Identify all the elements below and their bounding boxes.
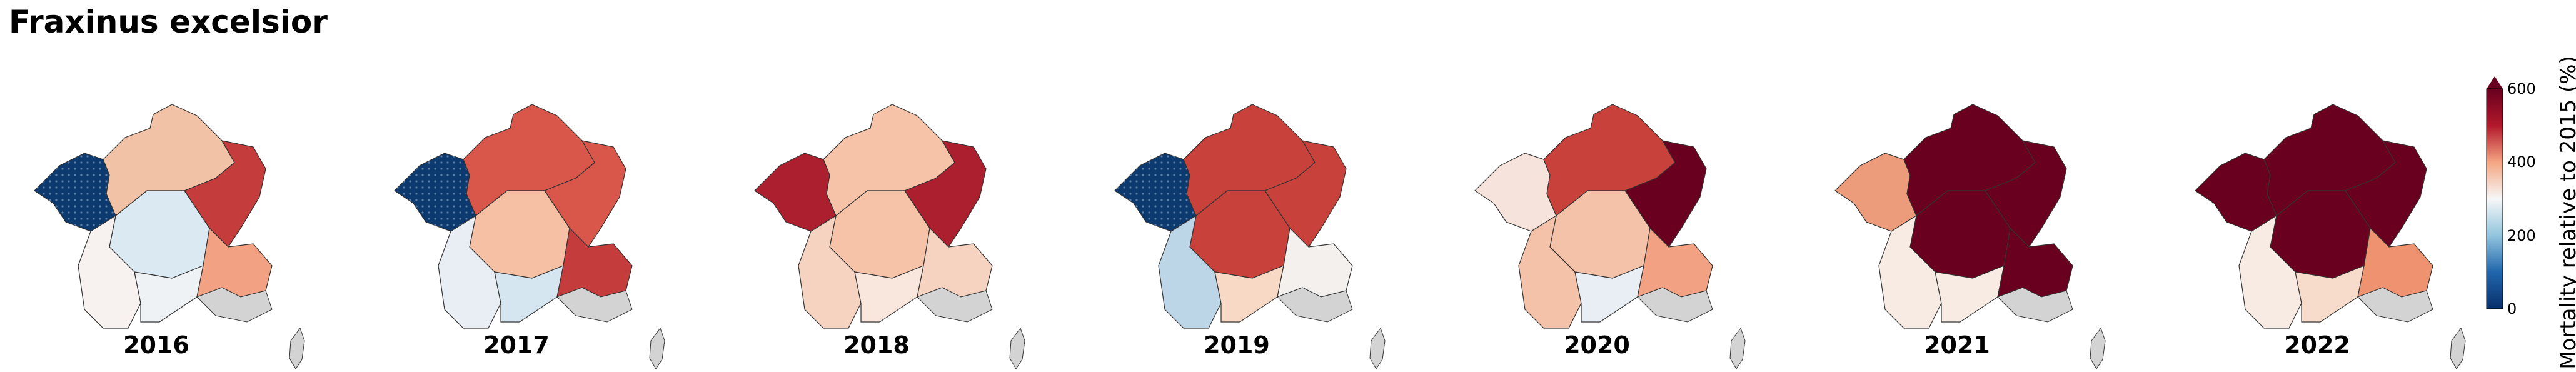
region-sw <box>438 214 501 329</box>
map-2022 <box>2195 104 2466 369</box>
colorbar-tick: 200 <box>2507 226 2536 244</box>
region-alps <box>917 227 993 298</box>
region-se <box>854 265 924 323</box>
region-alps <box>1997 227 2073 298</box>
year-label: 2022 <box>2284 331 2350 359</box>
region-sw <box>2238 214 2302 329</box>
corsica <box>1369 327 1386 369</box>
colorbar-tick: 400 <box>2507 153 2536 171</box>
year-label: 2021 <box>1924 331 1990 359</box>
region-nw <box>754 153 837 232</box>
corsica <box>2090 327 2106 369</box>
region-nw <box>1834 153 1917 232</box>
region-se <box>1574 265 1644 323</box>
corsica <box>1009 327 1025 369</box>
year-label: 2018 <box>843 331 910 359</box>
region-nw <box>2195 153 2277 232</box>
region-alps <box>1277 227 1353 298</box>
map-2021 <box>1834 104 2106 369</box>
region-alps <box>196 227 273 298</box>
colorbar-tick: 0 <box>2507 300 2517 318</box>
region-se <box>494 265 564 323</box>
colorbar <box>2486 76 2503 309</box>
region-alps <box>2357 227 2433 298</box>
region-se <box>1935 265 2005 323</box>
region-sw <box>1518 214 1582 329</box>
region-nw <box>1474 153 1557 232</box>
region-se <box>2295 265 2365 323</box>
region-se <box>1214 265 1284 323</box>
map-2018 <box>754 104 1025 369</box>
region-se <box>134 265 204 323</box>
year-label: 2020 <box>1564 331 1630 359</box>
region-sw <box>1158 214 1222 329</box>
map-2019 <box>1114 104 1386 369</box>
region-alps <box>1637 227 1713 298</box>
year-label: 2016 <box>123 331 189 359</box>
year-label: 2019 <box>1204 331 1270 359</box>
colorbar-tick: 600 <box>2507 80 2536 98</box>
map-2017 <box>394 104 665 369</box>
region-sw <box>1878 214 1942 329</box>
map-2016 <box>34 104 305 369</box>
corsica <box>1729 327 1746 369</box>
figure-title: Fraxinus excelsior <box>9 4 328 40</box>
colorbar-label: Mortality relative to 2015 (%) <box>2556 56 2576 369</box>
corsica <box>289 327 305 369</box>
corsica <box>2450 327 2466 369</box>
region-alps <box>556 227 633 298</box>
map-2020 <box>1474 104 1746 369</box>
region-sw <box>78 214 141 329</box>
region-sw <box>798 214 862 329</box>
corsica <box>649 327 665 369</box>
year-label: 2017 <box>483 331 550 359</box>
